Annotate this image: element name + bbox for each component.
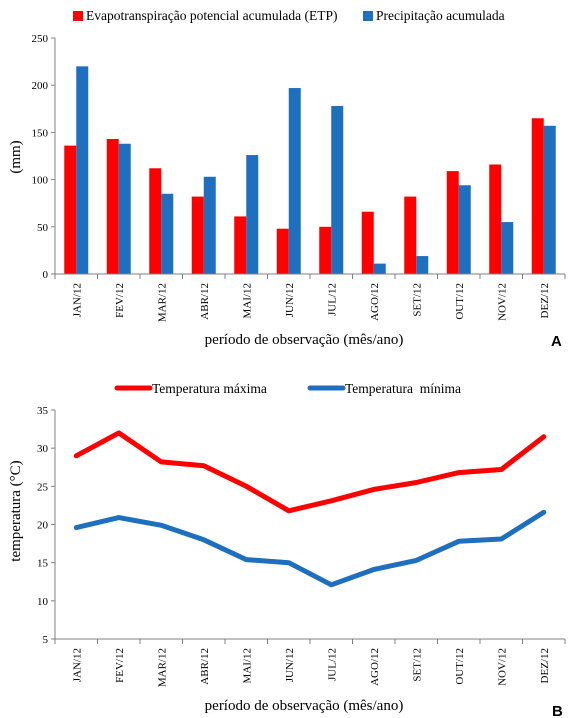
- bar-etp-out-12: [446, 171, 459, 274]
- legend-b: Temperatura máxima Temperatura mínima: [114, 381, 461, 396]
- x-tick-label-b: MAR/12: [156, 648, 168, 687]
- y-tick-label-b: 15: [37, 558, 49, 570]
- x-tick-label-b: MAI/12: [241, 648, 253, 683]
- bar-etp-ago-12: [361, 211, 374, 274]
- bar-precip-abr-12: [203, 176, 216, 274]
- x-tick-label-b: DEZ/12: [539, 648, 551, 683]
- x-tick-label-a: SET/12: [411, 283, 423, 317]
- x-tick-label-a: JAN/12: [71, 283, 83, 317]
- bars-a: [64, 66, 556, 275]
- y-tick-label-b: 30: [37, 443, 49, 455]
- y-tick-label-a: 0: [43, 269, 49, 281]
- bar-chart-panel-a: Evapotranspiração potencial acumulada (E…: [8, 8, 566, 350]
- x-tick-label-a: JUN/12: [284, 283, 296, 317]
- bar-precip-nov-12: [501, 222, 514, 274]
- x-tick-label-b: NOV/12: [496, 648, 508, 686]
- x-tick-label-b: OUT/12: [454, 648, 466, 685]
- x-tick-label-b: SET/12: [411, 648, 423, 682]
- x-tick-label-b: JAN/12: [71, 648, 83, 682]
- bar-etp-jul-12: [319, 226, 332, 274]
- legend-label-min: Temperatura mínima: [345, 381, 461, 396]
- x-tick-label-a: AGO/12: [369, 283, 381, 321]
- y-axis-label-b: temperatura (°C): [8, 460, 24, 561]
- bar-precip-jan-12: [76, 66, 89, 274]
- series-line-max: [73, 430, 547, 514]
- x-tick-label-a: MAI/12: [241, 283, 253, 318]
- x-axis-label-b: período de observação (mês/ano): [205, 698, 404, 714]
- x-tick-label-b: ABR/12: [199, 648, 211, 685]
- series-line-min: [73, 509, 547, 588]
- bar-etp-fev-12: [106, 139, 119, 274]
- bar-precip-out-12: [458, 185, 471, 274]
- y-tick-label-b: 5: [43, 634, 49, 646]
- bar-etp-nov-12: [489, 164, 502, 274]
- panel-label-a: A: [551, 333, 562, 350]
- y-tick-label-b: 20: [37, 520, 49, 532]
- bar-precip-mar-12: [161, 193, 174, 274]
- bar-etp-set-12: [404, 196, 417, 274]
- lines-b: [73, 430, 547, 588]
- bar-precip-ago-12: [373, 263, 386, 274]
- bar-etp-jun-12: [276, 228, 289, 274]
- bar-etp-mai-12: [234, 216, 247, 274]
- bar-precip-fev-12: [118, 143, 131, 274]
- y-tick-label-a: 100: [32, 175, 49, 187]
- x-tick-label-a: DEZ/12: [539, 283, 551, 318]
- bar-precip-jul-12: [331, 105, 344, 274]
- x-tick-label-a: NOV/12: [496, 283, 508, 321]
- bar-etp-mar-12: [149, 168, 162, 274]
- bar-precip-dez-12: [543, 125, 556, 275]
- legend-label-max: Temperatura máxima: [152, 381, 267, 396]
- x-axis-label-a: período de observação (mês/ano): [205, 332, 404, 348]
- bar-etp-jan-12: [64, 145, 77, 274]
- y-tick-label-b: 25: [37, 481, 49, 493]
- x-tick-label-b: AGO/12: [369, 648, 381, 686]
- legend-label-precip: Precipitação acumulada: [376, 8, 505, 23]
- y-tick-label-a: 200: [32, 80, 49, 92]
- x-tick-label-b: FEV/12: [114, 648, 126, 683]
- x-tick-label-a: OUT/12: [454, 283, 466, 320]
- y-axis-label-a: (mm): [8, 140, 24, 173]
- x-tick-label-b: JUN/12: [284, 648, 296, 682]
- x-tick-label-a: MAR/12: [156, 283, 168, 322]
- bar-precip-set-12: [416, 256, 429, 274]
- y-tick-label-b: 10: [37, 596, 49, 608]
- bar-precip-jun-12: [288, 88, 301, 274]
- bar-precip-mai-12: [246, 155, 259, 274]
- y-tick-label-a: 50: [37, 222, 49, 234]
- x-tick-label-a: FEV/12: [114, 283, 126, 318]
- legend-a: Evapotranspiração potencial acumulada (E…: [73, 8, 505, 23]
- y-tick-label-a: 150: [32, 127, 49, 139]
- bar-etp-dez-12: [531, 118, 544, 275]
- x-tick-label-a: ABR/12: [199, 283, 211, 320]
- legend-swatch-etp: [73, 11, 83, 21]
- bar-etp-abr-12: [191, 196, 204, 274]
- y-tick-label-a: 250: [32, 33, 49, 45]
- y-tick-label-b: 35: [37, 405, 49, 417]
- axes-b: 5 10 15 20 25 30 35 JAN/12 FEV/12 MAR/12 ABR/12 MAI…: [37, 405, 566, 687]
- axes-a: 0 50 100 150 200 250 JAN/12 FEV/12 MAR/12 ABR/12 M…: [32, 33, 566, 322]
- x-tick-label-b: JUL/12: [326, 648, 338, 681]
- legend-swatch-precip: [363, 11, 373, 21]
- line-chart-panel-b: Temperatura máxima Temperatura mínima 5 1…: [8, 381, 566, 718]
- legend-label-etp: Evapotranspiração potencial acumulada (E…: [86, 8, 338, 23]
- x-tick-label-a: JUL/12: [326, 283, 338, 316]
- panel-label-b: B: [552, 703, 563, 718]
